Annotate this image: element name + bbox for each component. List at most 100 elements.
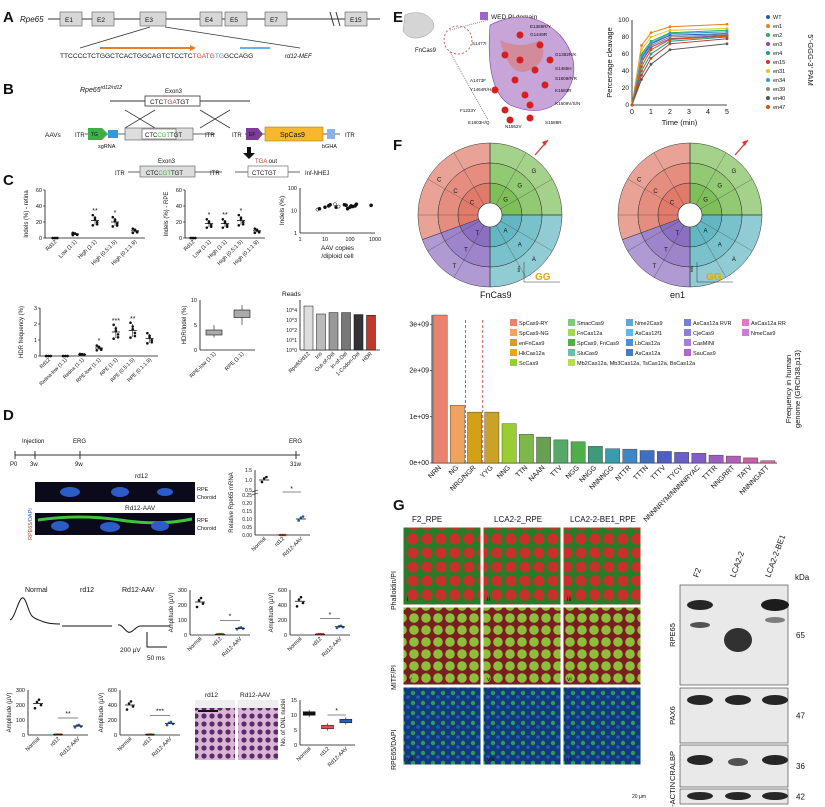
wheel-base-label: C: [437, 177, 442, 183]
bar: [708, 454, 724, 464]
data-point: [205, 226, 209, 229]
wheel-base-label: G: [517, 183, 522, 189]
exon-label: E5: [230, 17, 238, 24]
legend-swatch: [766, 51, 770, 55]
bar: [639, 450, 655, 464]
box: [205, 329, 223, 336]
micrograph-roman: ii: [487, 596, 490, 603]
y-tick-label: 200: [178, 603, 187, 609]
data-point: [221, 217, 225, 221]
y-tick-label: 0: [179, 236, 182, 242]
mutation-site: [541, 81, 549, 89]
bar: [570, 441, 586, 464]
data-point: [129, 700, 133, 703]
bar: [316, 313, 326, 351]
exon-box: [264, 11, 288, 27]
y-tick-label: 0: [294, 743, 297, 749]
bar: [760, 460, 776, 464]
allele-label: rd12-MEF: [285, 54, 312, 60]
x-tick-label: HDR: [361, 351, 374, 364]
significance-star: *: [335, 708, 338, 715]
wb-kda-label: kDa: [795, 573, 810, 582]
significance-star: *: [290, 486, 293, 493]
y-tick-label: 100: [178, 618, 187, 624]
bar: [605, 448, 620, 464]
micrograph: [402, 526, 482, 606]
y-axis-label: Indels (%): [279, 196, 286, 225]
data-point: [165, 723, 169, 727]
wheel-en1-label: en1: [670, 290, 685, 300]
itr-label-2: ITR: [205, 133, 215, 139]
legend-label: LbCas12a: [635, 341, 661, 347]
blot-band: [762, 792, 788, 800]
y-tick-label: 80: [622, 34, 630, 41]
donor-seq: CTCCGTTGT: [145, 133, 182, 139]
legend-swatch: [742, 319, 749, 326]
data-point: [253, 231, 257, 235]
exon-label: E15: [350, 17, 362, 24]
g-row-phalloidin: Phalloidin/PI: [391, 571, 398, 610]
data-point: [301, 601, 305, 605]
itr-label-5: ITR: [115, 171, 125, 177]
data-point: [115, 224, 119, 227]
micrograph: [562, 606, 642, 686]
tga-out-label: TGA out: [255, 159, 277, 165]
blot-band: [687, 600, 713, 610]
cleavage-kinetics-chart: 0 1 2 3 4 5 0 20 40 60 80 100 Percentage cleavage Tim…: [605, 15, 815, 127]
blot-band: [762, 755, 788, 765]
bar: [536, 436, 551, 464]
y-tick-label: 0.15: [242, 509, 252, 515]
legend-label: CjeCas9: [693, 331, 714, 337]
y-tick-label: 10^0: [286, 348, 297, 354]
y-tick-label: 20: [622, 85, 630, 92]
series-line: [631, 36, 728, 106]
blot-band: [687, 755, 713, 765]
wb-kda-value: 65: [796, 631, 805, 640]
x-tick-label: RPE (1:1): [224, 351, 245, 372]
data-point: [77, 723, 81, 727]
legend-swatch: [684, 349, 691, 356]
y-tick-label: 200: [108, 718, 117, 724]
series-line: [631, 28, 728, 106]
erg-label-rd12: rd12: [80, 587, 94, 594]
data-point: [133, 331, 137, 335]
blot-band: [690, 622, 710, 628]
mutation-label: S1588R: [545, 120, 562, 125]
legend-label: ScCas9: [519, 361, 538, 367]
exon-box: [199, 11, 223, 27]
protein-structure: FnCas9 E1369R/Y G1449R S1477I G1382R/K A1473…: [402, 12, 580, 129]
wheel-base-label: A: [518, 243, 522, 249]
tick-31w: 31w: [290, 462, 302, 468]
exon-track: E1 E2 E3 E4 E5 E7 E15: [59, 11, 368, 27]
legend-swatch: [766, 15, 770, 19]
panel-b: Rpe65rd12/rd12 Exon3 CTCTGATGT AAVs ITR …: [45, 85, 355, 178]
series-line: [631, 43, 728, 106]
erg-trace-aav: [117, 624, 170, 633]
mutation-label: G1449R: [530, 32, 548, 37]
bar: [588, 446, 603, 464]
data-point: [197, 599, 201, 602]
mutation-label: K1609V/S/N: [555, 101, 580, 106]
mutation-site: [516, 31, 524, 39]
data-point: [146, 331, 149, 335]
tick-9w: 9w: [75, 462, 83, 468]
data-point: [241, 222, 245, 226]
significance-star: *: [208, 212, 211, 219]
y-tick-label: 1.5: [245, 468, 252, 474]
itr-label-3: ITR: [232, 133, 242, 139]
data-point: [253, 227, 257, 230]
x-tick-label: NG: [448, 464, 460, 476]
y-tick-label: 0e+00: [409, 460, 429, 467]
data-point: [112, 323, 115, 327]
data-point: [71, 233, 75, 237]
wheel-base-label: C: [637, 177, 642, 183]
mutation-site: [501, 106, 509, 114]
pam-side-label: 5'-GGG-3' PAM: [806, 34, 815, 85]
y-tick-label: 5: [194, 323, 197, 329]
genomic-seq: CTCTGATGT: [150, 99, 189, 106]
legend-label: AsCas12a: [635, 351, 661, 357]
legend-swatch: [766, 60, 770, 64]
y-tick-label: 10^4: [286, 308, 297, 314]
